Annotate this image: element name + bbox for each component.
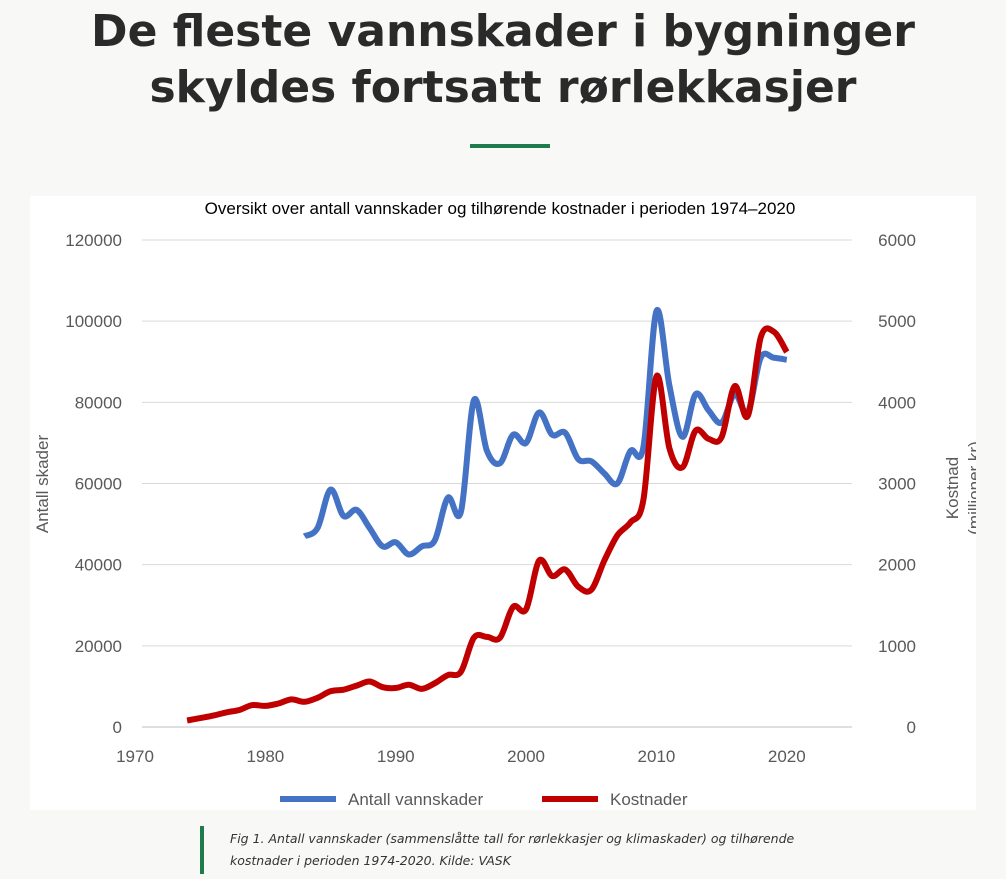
y2-tick-label: 6000 [878,231,916,250]
chart-legend: Antall vannskader Kostnader [280,790,688,809]
legend-label-kostnader: Kostnader [610,790,688,809]
series-line-kostnader [186,325,790,724]
series-lines [186,307,790,724]
figure-caption: Fig 1. Antall vannskader (sammenslåtte t… [230,831,795,868]
y-tick-label: 120000 [65,231,122,250]
x-tick-label: 2020 [768,747,806,766]
y-tick-label: 60000 [75,475,122,494]
x-axis-ticks: 1970 1980 1990 2000 2010 2020 [116,747,806,766]
y2-tick-label: 3000 [878,475,916,494]
y-axis-label: Antall skader [33,435,52,534]
left-axis-ticks: 0 20000 40000 60000 80000 100000 120000 [65,231,122,737]
caption-accent-bar [200,826,204,874]
y-tick-label: 100000 [65,312,122,331]
water-damage-chart: Oversikt over antall vannskader og tilhø… [33,199,976,809]
chart-title: Oversikt over antall vannskader og tilhø… [205,199,796,218]
headline-divider [470,144,550,148]
y-tick-label: 0 [113,718,122,737]
y-tick-label: 40000 [75,556,122,575]
x-tick-label: 1980 [246,747,284,766]
legend-label-antall: Antall vannskader [348,790,483,809]
y2-axis-label-line2: (millioner kr) [965,441,976,535]
y2-tick-label: 1000 [878,637,916,656]
x-tick-label: 2000 [507,747,545,766]
page-headline: De fleste vannskader i bygninger skyldes… [91,6,915,113]
chart-card: Oversikt over antall vannskader og tilhø… [30,196,976,810]
right-axis-ticks: 0 1000 2000 3000 4000 5000 6000 [878,231,916,737]
grid-lines [142,239,852,647]
x-tick-label: 1990 [377,747,415,766]
x-tick-label: 1970 [116,747,154,766]
y-tick-label: 80000 [75,393,122,412]
y2-tick-label: 2000 [878,556,916,575]
series-line-antall-vannskader [302,307,788,558]
y2-tick-label: 5000 [878,312,916,331]
y2-tick-label: 0 [907,718,916,737]
y2-tick-label: 4000 [878,393,916,412]
y2-axis-label-line1: Kostnad [943,457,962,519]
x-tick-label: 2010 [638,747,676,766]
y-tick-label: 20000 [75,637,122,656]
